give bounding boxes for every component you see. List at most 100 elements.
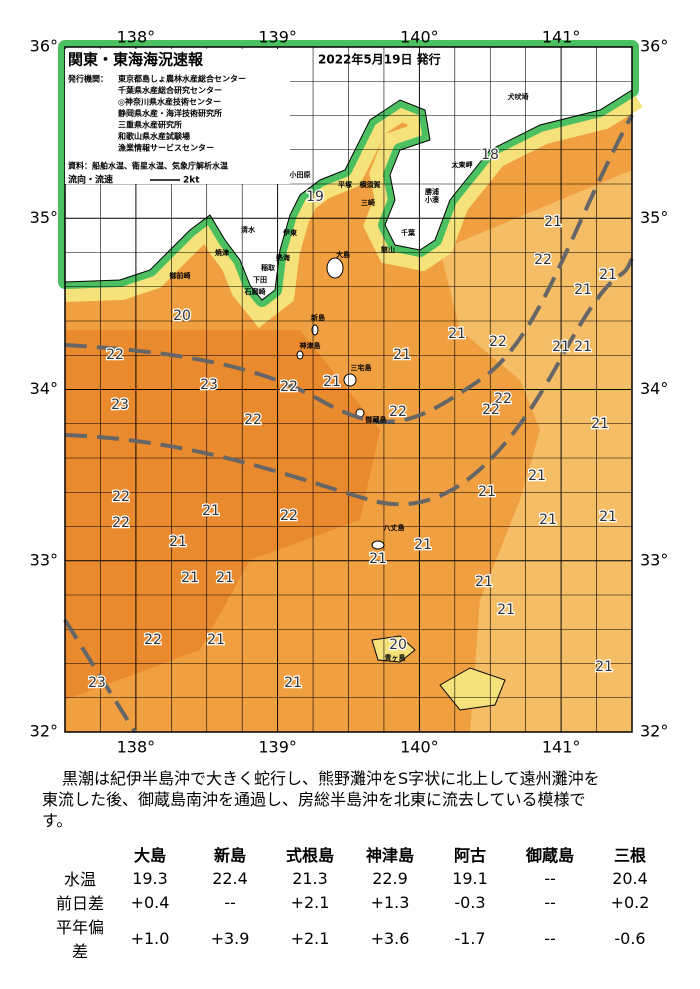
temperature-label: 21	[393, 347, 411, 363]
kuroshio-axis	[63, 618, 137, 734]
temperature-label: 21	[478, 484, 496, 500]
temperature-label: 21	[169, 534, 187, 550]
island	[371, 540, 385, 550]
cell: 前日差	[55, 894, 104, 913]
temperature-label: 23	[200, 377, 218, 393]
place-name: 御蔵島	[365, 415, 387, 424]
temperature-label: 22	[106, 347, 124, 363]
temperature-label: 20	[173, 308, 191, 324]
place-name: 下田	[253, 276, 267, 284]
place-name: 横須賀	[360, 180, 381, 189]
temperature-label: 21	[207, 632, 225, 648]
cell: -0.3	[454, 892, 486, 912]
source: 資料：船舶水温、衛星水温、気象庁解析水温	[68, 161, 228, 171]
cell: +2.1	[290, 892, 330, 912]
temperature-label: 23	[88, 675, 106, 691]
temperature-label: 21	[591, 416, 609, 432]
cell: +1.3	[370, 892, 410, 912]
temperature-label: 22	[144, 632, 162, 648]
column-header: 新島	[213, 846, 246, 865]
place-name: 新島	[311, 313, 325, 322]
y-tick-label: 34°	[640, 379, 668, 398]
column-header: 御蔵島	[525, 846, 574, 865]
y-tick-label: 35°	[640, 208, 668, 227]
cell: +3.9	[210, 928, 250, 948]
x-tick-label: 140°	[400, 738, 439, 757]
shoal	[371, 635, 416, 663]
temperature-label: 21	[539, 512, 557, 528]
column-header: 式根島	[285, 846, 334, 865]
temperature-label: 21	[323, 374, 341, 390]
legend-label: 流向・流速	[68, 174, 113, 186]
description-line: す。	[42, 811, 73, 830]
kuroshio	[63, 114, 634, 734]
row: 水温 19.3 22.4 21.3 22.9 19.1 -- 20.4	[50, 866, 670, 890]
y-tick-label: 32°	[640, 722, 668, 741]
temperature-label: 21	[552, 339, 570, 355]
cell: +2.1	[290, 928, 330, 948]
column-header: 三根	[613, 846, 646, 865]
cool-water	[440, 170, 632, 732]
temperature-label: 19	[306, 189, 324, 205]
cell: --	[224, 892, 236, 912]
cell	[50, 842, 110, 866]
issuer-label: 発行機関：	[67, 74, 108, 84]
temperature-label: 21	[599, 509, 617, 525]
x-tick-label: 141°	[542, 28, 581, 47]
issuer: 和歌山県水産試験場	[118, 131, 190, 141]
description-line: 黒潮は紀伊半島沖で大きく蛇行し、熊野灘沖をS字状に北上して遠州灘沖を	[62, 769, 600, 788]
temperature-label: 21	[202, 503, 220, 519]
temperature-label: 22	[494, 391, 512, 407]
temperature-label: 23	[111, 397, 129, 413]
y-tick-label: 36°	[30, 37, 58, 56]
cell: 水温	[63, 870, 96, 889]
shoal	[439, 667, 506, 711]
column-header: 阿古	[453, 846, 486, 865]
temperature-label: 22	[280, 508, 298, 524]
kuroshio-axis	[64, 114, 634, 424]
place-name: 八丈島	[383, 523, 405, 532]
y-tick-label: 33°	[640, 550, 668, 569]
y-tick-label: 32°	[30, 722, 58, 741]
x-tick-label: 139°	[258, 738, 297, 757]
place-name: 犬吠埼	[508, 92, 529, 101]
legend-speed: 2kt	[183, 176, 200, 186]
y-tick-label: 36°	[640, 37, 668, 56]
place-name: 伊東	[282, 228, 298, 237]
header-row: 大島 新島 式根島 神津島 阿古 御蔵島 三根	[50, 842, 670, 866]
place-name: 平塚	[338, 180, 352, 189]
cell: -1.7	[454, 928, 486, 948]
row: 前日差 +0.4 -- +2.1 +1.3 -0.3 -- +0.2	[50, 890, 670, 914]
place-name: 館山	[381, 245, 395, 254]
temperature-label: 21	[369, 551, 387, 567]
temperature-label: 21	[284, 675, 302, 691]
cell: --	[544, 868, 556, 888]
sst-table: 大島 新島 式根島 神津島 阿古 御蔵島 三根 水温 19.3 22.4 21.3 22.9 19.1 -…	[50, 842, 670, 962]
place-name: 千葉	[401, 228, 416, 237]
temperature-label: 18	[481, 147, 499, 163]
issuer: 漁業情報サービスセンター	[118, 143, 214, 153]
temperature-label: 21	[181, 570, 199, 586]
place-name: 熱海	[276, 253, 290, 262]
issuer: 静岡県水産・海洋技術研究所	[118, 108, 222, 118]
place-name: 石廊崎	[244, 287, 266, 296]
issuer: 千葉県水産総合研究センター	[118, 85, 222, 95]
y-tick-label: 35°	[30, 208, 58, 227]
island	[326, 257, 344, 279]
temperature-label: 22	[534, 252, 552, 268]
place-name: 大島	[336, 250, 350, 259]
temperature-label: 21	[599, 267, 617, 283]
cell: +0.2	[610, 892, 650, 912]
cell: 20.4	[612, 868, 648, 888]
cell: --	[544, 892, 556, 912]
y-tick-label: 33°	[30, 550, 58, 569]
warm-water	[65, 330, 380, 700]
row: 平年偏差 +1.0 +3.9 +2.1 +3.6 -1.7 -- -0.6	[50, 914, 670, 962]
y-tick-label: 34°	[30, 379, 58, 398]
island	[343, 373, 357, 387]
temperature-label: 21	[448, 326, 466, 342]
temperature-label: 21	[216, 570, 234, 586]
x-tick-label: 138°	[117, 738, 156, 757]
temperature-label: 21	[475, 574, 493, 590]
